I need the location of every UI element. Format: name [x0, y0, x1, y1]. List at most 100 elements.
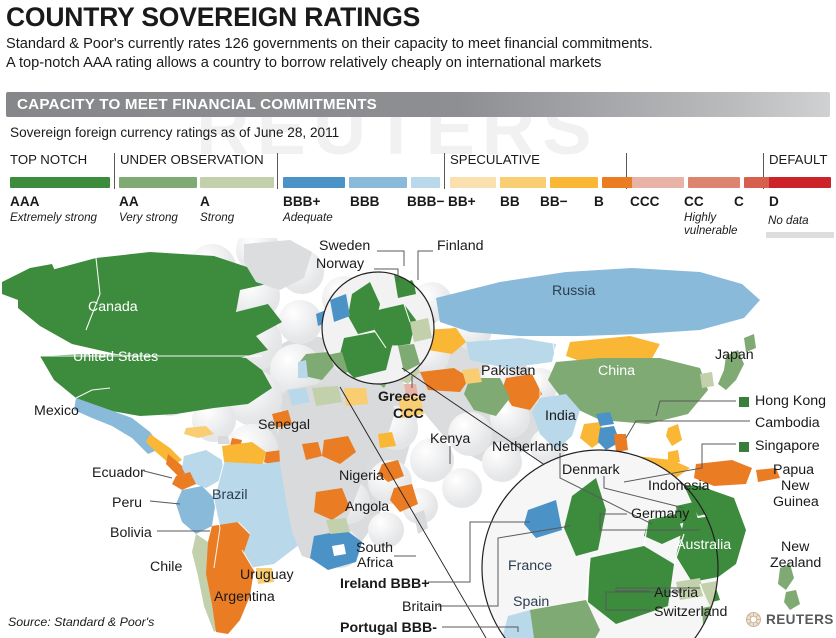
map-label-russia: Russia [552, 283, 596, 299]
legend-desc-2: Strong [200, 211, 235, 224]
map-label-canada: Canada [88, 299, 138, 315]
map-label-greece-2: CCC [393, 406, 424, 422]
legend-grade-6: BB+ [448, 194, 476, 209]
legend-grade-9: B [594, 194, 604, 209]
legend-swatch-BB [550, 177, 598, 188]
legend-grade-12: C [734, 194, 744, 209]
map-label-finland: Finland [437, 238, 484, 254]
singapore-chip [739, 442, 749, 452]
source-credit: Source: Standard & Poor's [8, 615, 155, 629]
world-map-svg [0, 238, 836, 638]
legend-grade-11: CC [684, 194, 704, 209]
north-america [2, 240, 312, 476]
map-label-brazil: Brazil [212, 487, 248, 503]
page-title: COUNTRY SOVEREIGN RATINGS [6, 2, 421, 32]
legend-grade-5: BBB− [407, 194, 445, 209]
map-label-papua-2: New [781, 478, 810, 494]
map-label-senegal: Senegal [258, 417, 311, 433]
deck-line-2: A top-notch AAA rating allows a country … [6, 54, 602, 71]
headline-block: COUNTRY SOVEREIGN RATINGS Standard & Poo… [6, 2, 830, 72]
legend-grade-7: BB [500, 194, 520, 209]
legend-swatch-AAA [10, 177, 110, 188]
legend-desc-0: Extremely strong [10, 211, 97, 224]
legend-swatch-CC [688, 177, 740, 188]
legend-category-0: TOP NOTCH [10, 152, 88, 167]
legend-grade-2: A [200, 194, 210, 209]
no-data-swatch [766, 232, 834, 241]
legend-swatch-A [200, 177, 274, 188]
legend-desc-11: Highly vulnerable [684, 211, 738, 237]
legend-grade-8: BB− [540, 194, 568, 209]
map-label-india: India [545, 408, 576, 424]
legend-divider-1 [277, 153, 278, 189]
map-label-spain: Spain [513, 594, 550, 610]
legend-grade-0: AAA [10, 194, 40, 209]
no-data-label: No data [768, 214, 809, 227]
legend-category-2: SPECULATIVE [450, 152, 540, 167]
section-banner: CAPACITY TO MEET FINANCIAL COMMITMENTS [6, 92, 830, 117]
deck-line-1: Standard & Poor's currently rates 126 go… [6, 36, 653, 52]
legend-category-3: DEFAULT [769, 152, 828, 167]
world-map: Canada United States Mexico Ecuador Peru Boli… [0, 238, 836, 638]
map-label-cambodia: Cambodia [755, 415, 820, 431]
legend-swatch-BBB+ [283, 177, 345, 188]
map-label-bolivia: Bolivia [110, 525, 152, 541]
leader-lines [143, 250, 750, 632]
map-label-nz-2: Zealand [770, 555, 822, 571]
reuters-logo: REUTERS [746, 612, 834, 627]
legend-grade-4: BBB [350, 194, 380, 209]
map-label-norway: Norway [316, 256, 365, 272]
reuters-globe-icon [746, 612, 761, 627]
map-label-australia: Australia [676, 537, 732, 553]
map-label-britain: Britain [402, 599, 443, 615]
map-label-angola: Angola [345, 499, 390, 515]
map-label-france: France [508, 558, 553, 574]
legend-grade-13: D [769, 194, 779, 209]
map-label-ireland: Ireland BBB+ [340, 576, 430, 592]
hong-kong-chip [739, 397, 749, 407]
map-label-south-africa-2: Africa [357, 555, 394, 571]
map-label-greece-1: Greece [378, 389, 427, 405]
ratings-legend: TOP NOTCH UNDER OBSERVATION SPECULATIVE DEF… [0, 152, 836, 244]
legend-divider-2 [444, 153, 445, 189]
legend-swatch-BB+ [450, 177, 496, 188]
legend-swatch-AA [119, 177, 197, 188]
map-label-denmark: Denmark [562, 462, 620, 478]
legend-divider-4 [763, 153, 764, 189]
legend-swatch-BB [500, 177, 546, 188]
reuters-wordmark: REUTERS [766, 612, 834, 627]
map-label-papua-3: Guinea [773, 494, 819, 510]
legend-swatch-BBB [349, 177, 407, 188]
africa [272, 384, 428, 570]
map-label-hong-kong: Hong Kong [755, 393, 826, 409]
legend-divider-3 [626, 153, 627, 189]
legend-desc-1: Very strong [119, 211, 178, 224]
section-banner-label: CAPACITY TO MEET FINANCIAL COMMITMENTS [17, 96, 378, 113]
legend-swatch-B [602, 177, 648, 188]
map-label-singapore: Singapore [755, 438, 820, 454]
legend-grade-3: BBB+ [283, 194, 321, 209]
map-label-kenya: Kenya [430, 431, 471, 447]
map-label-papua-1: Papua [773, 462, 815, 478]
map-label-uruguay: Uruguay [240, 567, 294, 583]
map-label-indonesia: Indonesia [648, 478, 710, 494]
map-label-japan: Japan [715, 347, 754, 363]
map-label-mexico: Mexico [34, 403, 79, 419]
map-label-netherlands: Netherlands [492, 439, 569, 455]
legend-category-1: UNDER OBSERVATION [120, 152, 264, 167]
deck: Standard & Poor's currently rates 126 go… [6, 35, 830, 72]
map-label-austria: Austria [654, 585, 699, 601]
legend-desc-3: Adequate [283, 211, 333, 224]
map-label-chile: Chile [150, 559, 183, 575]
nw-europe-magnifier [321, 271, 435, 385]
europe-detail-circle [481, 449, 719, 638]
map-label-sweden: Sweden [319, 238, 371, 254]
map-label-united-states: United States [73, 349, 159, 365]
legend-swatch-BBB [411, 177, 440, 188]
map-label-nz-1: New [781, 539, 810, 555]
map-label-ecuador: Ecuador [92, 465, 145, 481]
map-label-switzerland: Switzerland [654, 604, 728, 620]
map-label-argentina: Argentina [214, 589, 275, 605]
as-of-text: Sovereign foreign currency ratings as of… [10, 125, 340, 140]
legend-swatch-D [769, 177, 831, 188]
